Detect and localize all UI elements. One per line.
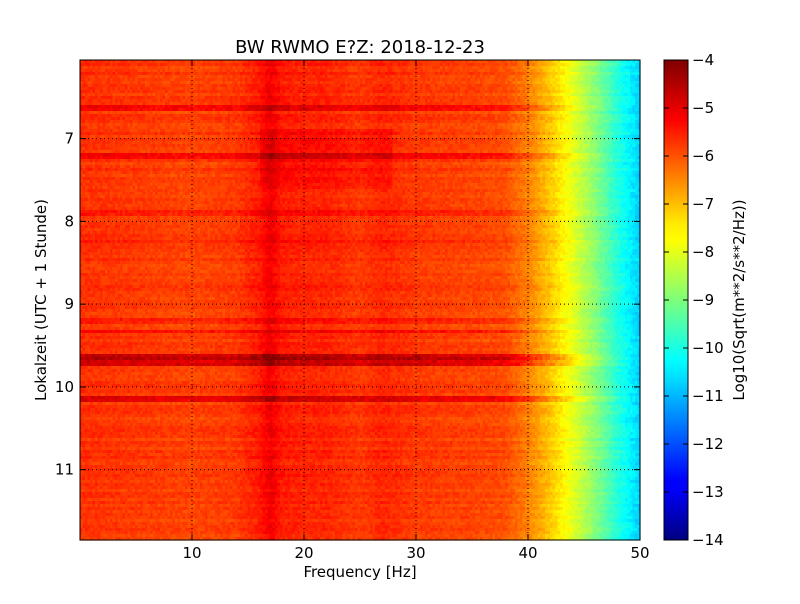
chart-title: BW RWMO E?Z: 2018-12-23 <box>235 37 485 58</box>
spectrogram-heatmap <box>80 60 641 541</box>
